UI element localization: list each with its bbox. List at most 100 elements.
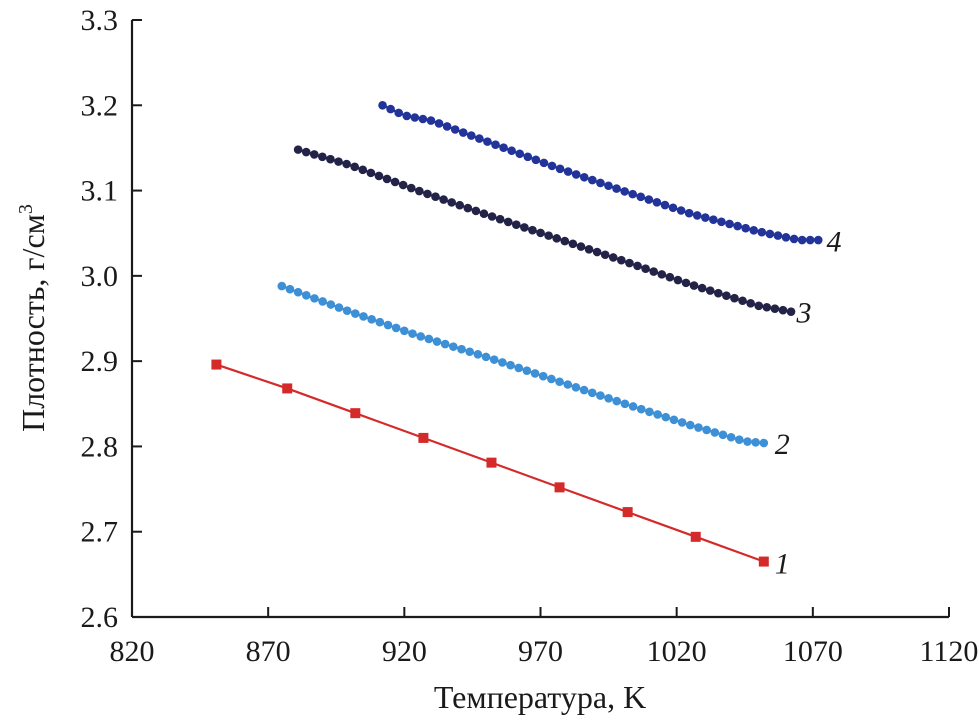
data-point — [813, 235, 823, 245]
data-point — [301, 147, 311, 157]
data-point — [636, 404, 646, 414]
data-point — [552, 234, 562, 243]
data-point — [757, 227, 767, 237]
data-point — [489, 355, 499, 364]
data-point — [789, 234, 799, 244]
series-1 — [211, 359, 769, 567]
data-point — [491, 140, 500, 149]
data-point — [378, 100, 387, 110]
data-point — [418, 114, 428, 124]
data-point — [334, 157, 343, 166]
x-tick-label: 970 — [518, 635, 563, 668]
data-point — [786, 307, 796, 316]
data-point — [350, 162, 359, 172]
axes — [130, 20, 949, 619]
data-point — [576, 242, 586, 251]
data-point — [660, 200, 670, 210]
data-point — [628, 402, 638, 411]
data-point — [465, 347, 474, 357]
data-point — [612, 184, 621, 193]
data-point — [455, 200, 465, 210]
data-point — [571, 170, 581, 179]
data-point — [661, 412, 671, 422]
data-point — [351, 309, 360, 318]
data-point — [547, 374, 556, 384]
data-point — [538, 371, 548, 381]
data-point — [318, 152, 327, 162]
data-point — [382, 174, 392, 184]
y-tick-label: 3.2 — [81, 89, 119, 122]
data-point — [310, 294, 319, 303]
series-3-label: 3 — [795, 297, 811, 330]
data-point — [408, 329, 417, 338]
data-point — [579, 385, 589, 395]
y-tick-label: 2.7 — [81, 516, 119, 549]
data-point — [645, 407, 654, 417]
data-point — [694, 423, 703, 432]
data-point — [571, 382, 581, 392]
y-tick-label: 3.1 — [81, 175, 119, 208]
x-tick-label: 870 — [246, 635, 291, 668]
data-point — [684, 208, 694, 218]
data-point — [498, 358, 507, 367]
data-point — [400, 326, 409, 336]
data-point — [692, 211, 702, 220]
data-point — [604, 181, 613, 191]
data-point — [342, 159, 351, 169]
data-point — [717, 217, 726, 227]
y-tick-label: 3.3 — [81, 4, 119, 37]
data-point — [277, 281, 287, 291]
data-point — [701, 213, 710, 222]
y-tick-label: 2.9 — [81, 345, 119, 378]
data-point — [673, 275, 683, 285]
data-point — [709, 215, 718, 224]
data-point — [486, 457, 497, 468]
x-tick-label: 1120 — [920, 635, 979, 668]
data-point — [285, 284, 295, 294]
data-point — [653, 410, 662, 419]
data-point — [620, 187, 629, 196]
data-point — [770, 304, 780, 314]
data-point — [628, 189, 637, 199]
data-point — [282, 383, 293, 394]
data-point — [520, 223, 529, 232]
data-point — [423, 189, 432, 199]
data-point — [309, 150, 319, 159]
data-point — [394, 108, 403, 118]
data-point — [592, 247, 602, 257]
data-point — [588, 175, 597, 185]
data-point — [467, 131, 476, 140]
data-point — [596, 178, 605, 188]
data-point — [457, 344, 466, 354]
data-point — [334, 303, 344, 312]
data-point — [649, 267, 658, 276]
data-point — [579, 172, 589, 182]
series-2-label: 2 — [775, 428, 790, 461]
data-point — [406, 183, 416, 193]
data-point — [434, 119, 444, 128]
data-point — [539, 158, 549, 168]
x-tick-label: 1070 — [783, 635, 843, 668]
data-point — [506, 360, 515, 370]
data-point — [386, 104, 395, 114]
data-point — [677, 418, 687, 427]
data-point — [416, 332, 425, 341]
tick-labels: 820 870 920 970 1020 1070 1120 2.6 2.7 2.8 2.9 3.0 3… — [81, 4, 979, 668]
data-point — [507, 146, 516, 156]
data-point — [450, 125, 460, 134]
data-point — [390, 177, 400, 187]
data-point — [458, 128, 468, 137]
data-point — [479, 209, 489, 219]
data-point — [211, 359, 222, 370]
data-point — [710, 428, 720, 437]
data-point — [733, 221, 742, 231]
data-point — [499, 143, 508, 153]
data-point — [512, 220, 521, 229]
data-point — [442, 122, 452, 131]
x-tick-label: 920 — [382, 635, 427, 668]
data-point — [765, 229, 775, 239]
data-point — [563, 167, 573, 176]
x-axis-title: Температура, K — [434, 679, 646, 715]
series-labels: 1 2 3 4 — [775, 226, 842, 581]
data-point — [432, 337, 442, 346]
